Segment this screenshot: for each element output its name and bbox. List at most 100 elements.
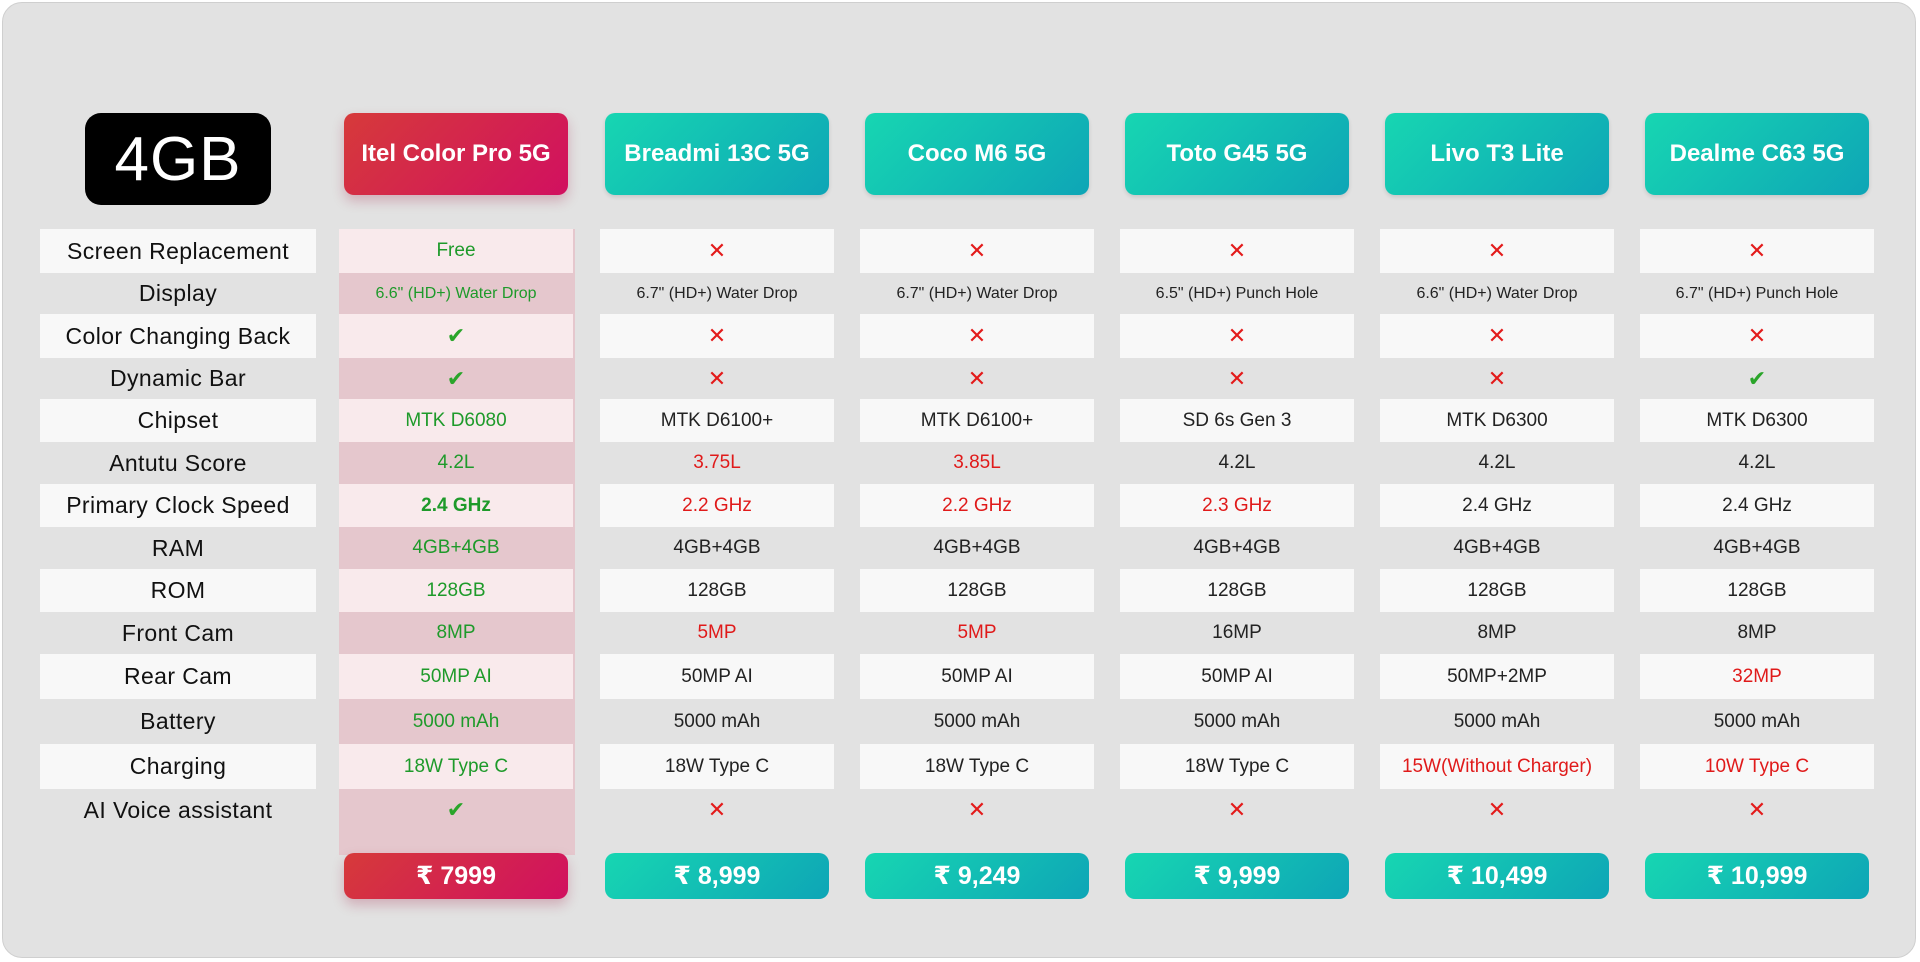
cross-icon: ✕	[1487, 797, 1507, 822]
row-label: Charging	[40, 744, 316, 789]
table-cell: 4GB+4GB	[1713, 537, 1801, 558]
table-cell: 2.4 GHz	[1380, 484, 1614, 527]
table-cell: 2.2 GHz	[600, 484, 834, 527]
row-label: AI Voice assistant	[83, 796, 273, 823]
table-cell: 18W Type C	[600, 744, 834, 789]
table-cell: 5000 mAh	[673, 710, 761, 732]
table-cell: 4GB+4GB	[673, 537, 761, 558]
price-badge: ₹ 8,999	[605, 853, 829, 899]
table-cell: MTK D6300	[1380, 399, 1614, 442]
table-cell: 4.2L	[1218, 452, 1256, 473]
table-cell: 50MP AI	[339, 654, 573, 699]
table-cell: 5MP	[957, 622, 997, 643]
check-icon: ✔	[1747, 365, 1767, 391]
table-cell: 16MP	[1212, 622, 1262, 643]
row-label: Chipset	[40, 399, 316, 442]
cross-icon: ✕	[1640, 314, 1874, 358]
table-cell: 6.7" (HD+) Water Drop	[636, 284, 798, 302]
cross-icon: ✕	[1120, 229, 1354, 273]
table-cell: 8MP	[436, 622, 476, 643]
cross-icon: ✕	[1227, 365, 1247, 391]
table-cell: 18W Type C	[339, 744, 573, 789]
cross-icon: ✕	[600, 314, 834, 358]
row-label: Front Cam	[121, 619, 235, 646]
table-cell: 32MP	[1640, 654, 1874, 699]
check-icon: ✔	[446, 797, 466, 822]
row-label: Rear Cam	[40, 654, 316, 699]
table-cell: MTK D6300	[1640, 399, 1874, 442]
table-cell: 2.4 GHz	[1640, 484, 1874, 527]
table-cell: 4GB+4GB	[933, 537, 1021, 558]
price-badge: ₹ 9,249	[865, 853, 1089, 899]
cross-icon: ✕	[1487, 365, 1507, 391]
phone-header: Livo T3 Lite	[1385, 113, 1609, 195]
table-cell: 2.2 GHz	[860, 484, 1094, 527]
row-label: Primary Clock Speed	[40, 484, 316, 527]
table-cell: 4GB+4GB	[412, 537, 500, 558]
table-cell: 50MP AI	[860, 654, 1094, 699]
phone-header: Toto G45 5G	[1125, 113, 1349, 195]
table-cell: 128GB	[339, 569, 573, 612]
row-label: Color Changing Back	[40, 314, 316, 358]
cross-icon: ✕	[967, 365, 987, 391]
row-label: Battery	[140, 708, 216, 734]
table-cell: 5000 mAh	[412, 710, 500, 732]
table-cell: 128GB	[860, 569, 1094, 612]
table-cell: 4.2L	[437, 452, 475, 473]
table-cell: Free	[339, 229, 573, 273]
price-badge: ₹ 9,999	[1125, 853, 1349, 899]
table-cell: MTK D6100+	[600, 399, 834, 442]
cross-icon: ✕	[1227, 797, 1247, 822]
cross-icon: ✕	[707, 797, 727, 822]
table-cell: 128GB	[1640, 569, 1874, 612]
table-cell: 8MP	[1737, 622, 1777, 643]
table-cell: 2.4 GHz	[339, 484, 573, 527]
table-cell: 10W Type C	[1640, 744, 1874, 789]
table-cell: SD 6s Gen 3	[1120, 399, 1354, 442]
cross-icon: ✕	[707, 365, 727, 391]
table-cell: 128GB	[1380, 569, 1614, 612]
table-cell: 50MP+2MP	[1380, 654, 1614, 699]
table-cell: 5000 mAh	[1713, 710, 1801, 732]
phone-header: Coco M6 5G	[865, 113, 1089, 195]
row-label: Screen Replacement	[40, 229, 316, 273]
table-cell: 6.5" (HD+) Punch Hole	[1155, 284, 1319, 302]
table-cell: 2.3 GHz	[1120, 484, 1354, 527]
table-cell: 18W Type C	[1120, 744, 1354, 789]
table-cell: 6.6" (HD+) Water Drop	[375, 284, 537, 302]
row-label: ROM	[40, 569, 316, 612]
table-cell: 4GB+4GB	[1193, 537, 1281, 558]
table-cell: 3.75L	[693, 452, 741, 473]
cross-icon: ✕	[1747, 797, 1767, 822]
table-cell: 50MP AI	[600, 654, 834, 699]
table-cell: 4.2L	[1738, 452, 1776, 473]
table-cell: 5000 mAh	[1193, 710, 1281, 732]
price-badge: ₹ 7999	[344, 853, 568, 899]
cross-icon: ✕	[860, 314, 1094, 358]
cross-icon: ✕	[600, 229, 834, 273]
ram-badge: 4GB	[85, 113, 271, 205]
check-icon: ✔	[339, 314, 573, 358]
cross-icon: ✕	[1380, 229, 1614, 273]
table-cell: 3.85L	[953, 452, 1001, 473]
table-cell: 50MP AI	[1120, 654, 1354, 699]
table-cell: 8MP	[1477, 622, 1517, 643]
table-cell: 128GB	[1120, 569, 1354, 612]
table-cell: 6.7" (HD+) Punch Hole	[1675, 284, 1839, 302]
table-cell: 5000 mAh	[933, 710, 1021, 732]
phone-header: Breadmi 13C 5G	[605, 113, 829, 195]
cross-icon: ✕	[1120, 314, 1354, 358]
table-cell: 18W Type C	[860, 744, 1094, 789]
phone-header: Dealme C63 5G	[1645, 113, 1869, 195]
table-cell: 4.2L	[1478, 452, 1516, 473]
row-label: RAM	[151, 534, 205, 561]
table-cell: 6.7" (HD+) Water Drop	[896, 284, 1058, 302]
table-cell: MTK D6080	[339, 399, 573, 442]
phone-header: Itel Color Pro 5G	[344, 113, 568, 195]
table-cell: 15W(Without Charger)	[1380, 744, 1614, 789]
row-label: Display	[138, 280, 218, 306]
cross-icon: ✕	[860, 229, 1094, 273]
check-icon: ✔	[446, 365, 466, 391]
table-cell: 128GB	[600, 569, 834, 612]
